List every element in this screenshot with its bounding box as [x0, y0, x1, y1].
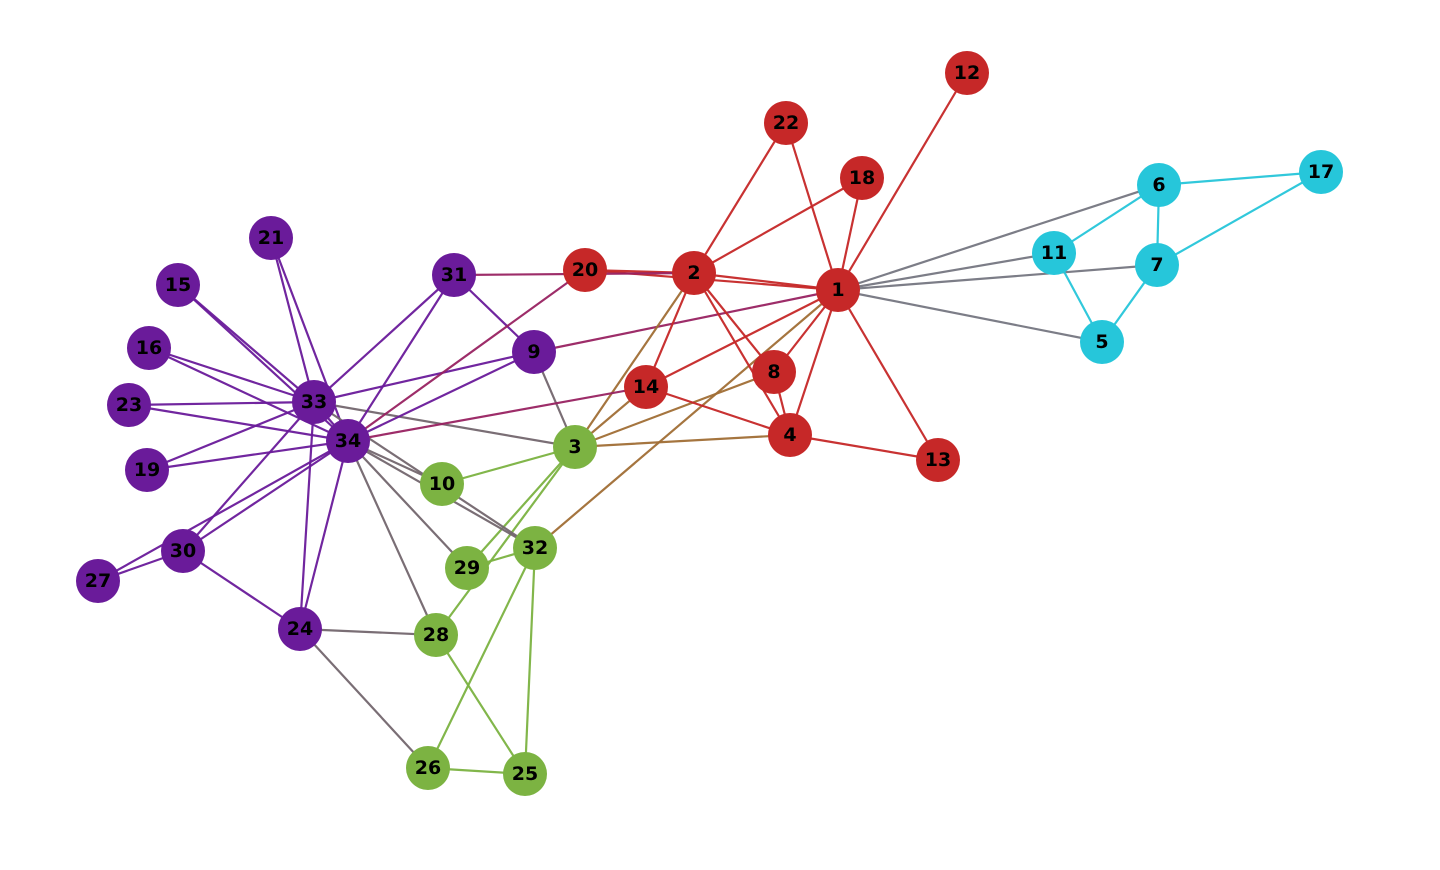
node-13: 13 [916, 438, 960, 482]
node-circle [553, 425, 597, 469]
edge [575, 372, 774, 447]
node-28: 28 [414, 613, 458, 657]
edge [314, 352, 534, 402]
nodes-layer: 1234567891011121314151617181920212223242… [76, 51, 1343, 796]
node-33: 33 [292, 380, 336, 424]
node-20: 20 [563, 248, 607, 292]
node-9: 9 [512, 330, 556, 374]
node-8: 8 [752, 350, 796, 394]
node-21: 21 [249, 216, 293, 260]
edge [436, 635, 525, 774]
node-circle [161, 529, 205, 573]
node-16: 16 [127, 326, 171, 370]
edge [790, 435, 938, 460]
node-10: 10 [420, 462, 464, 506]
node-34: 34 [326, 419, 370, 463]
node-circle [752, 350, 796, 394]
edge [525, 548, 535, 774]
node-circle [278, 607, 322, 651]
node-circle [624, 365, 668, 409]
edge [838, 265, 1157, 290]
node-circle [768, 413, 812, 457]
node-circle [414, 613, 458, 657]
node-circle [76, 559, 120, 603]
edges-layer [98, 73, 1321, 774]
node-circle [512, 330, 556, 374]
node-2: 2 [672, 251, 716, 295]
edge [838, 253, 1054, 290]
node-23: 23 [107, 383, 151, 427]
node-4: 4 [768, 413, 812, 457]
edge [575, 435, 790, 447]
node-circle [432, 253, 476, 297]
edge [129, 402, 314, 405]
node-circle [840, 156, 884, 200]
node-22: 22 [764, 101, 808, 145]
node-circle [326, 419, 370, 463]
node-circle [445, 546, 489, 590]
node-circle [420, 462, 464, 506]
node-29: 29 [445, 546, 489, 590]
edge [534, 290, 838, 352]
node-circle [127, 326, 171, 370]
node-circle [945, 51, 989, 95]
node-circle [916, 438, 960, 482]
edge [149, 348, 314, 402]
node-25: 25 [503, 752, 547, 796]
edge [838, 290, 938, 460]
node-circle [503, 752, 547, 796]
node-6: 6 [1137, 163, 1181, 207]
node-30: 30 [161, 529, 205, 573]
edge [147, 441, 348, 470]
node-27: 27 [76, 559, 120, 603]
node-circle [1299, 150, 1343, 194]
edge [1159, 172, 1321, 185]
edge [1157, 172, 1321, 265]
node-circle [292, 380, 336, 424]
node-19: 19 [125, 448, 169, 492]
node-circle [1135, 243, 1179, 287]
node-17: 17 [1299, 150, 1343, 194]
edge [838, 185, 1159, 290]
node-circle [406, 746, 450, 790]
node-circle [816, 268, 860, 312]
node-11: 11 [1032, 231, 1076, 275]
node-circle [563, 248, 607, 292]
node-circle [107, 383, 151, 427]
edge [300, 402, 314, 629]
edge [838, 290, 1102, 342]
node-5: 5 [1080, 320, 1124, 364]
node-circle [513, 526, 557, 570]
edge [694, 178, 862, 273]
edge [575, 273, 694, 447]
node-circle [1032, 231, 1076, 275]
node-32: 32 [513, 526, 557, 570]
node-18: 18 [840, 156, 884, 200]
network-graph: 1234567891011121314151617181920212223242… [0, 0, 1440, 870]
edge [694, 123, 786, 273]
node-31: 31 [432, 253, 476, 297]
node-7: 7 [1135, 243, 1179, 287]
node-circle [249, 216, 293, 260]
node-14: 14 [624, 365, 668, 409]
node-circle [1080, 320, 1124, 364]
node-1: 1 [816, 268, 860, 312]
node-circle [1137, 163, 1181, 207]
node-15: 15 [156, 263, 200, 307]
node-12: 12 [945, 51, 989, 95]
node-circle [156, 263, 200, 307]
node-circle [764, 101, 808, 145]
node-24: 24 [278, 607, 322, 651]
edge [348, 441, 436, 635]
edge [300, 629, 428, 768]
node-circle [125, 448, 169, 492]
node-circle [672, 251, 716, 295]
node-3: 3 [553, 425, 597, 469]
node-26: 26 [406, 746, 450, 790]
